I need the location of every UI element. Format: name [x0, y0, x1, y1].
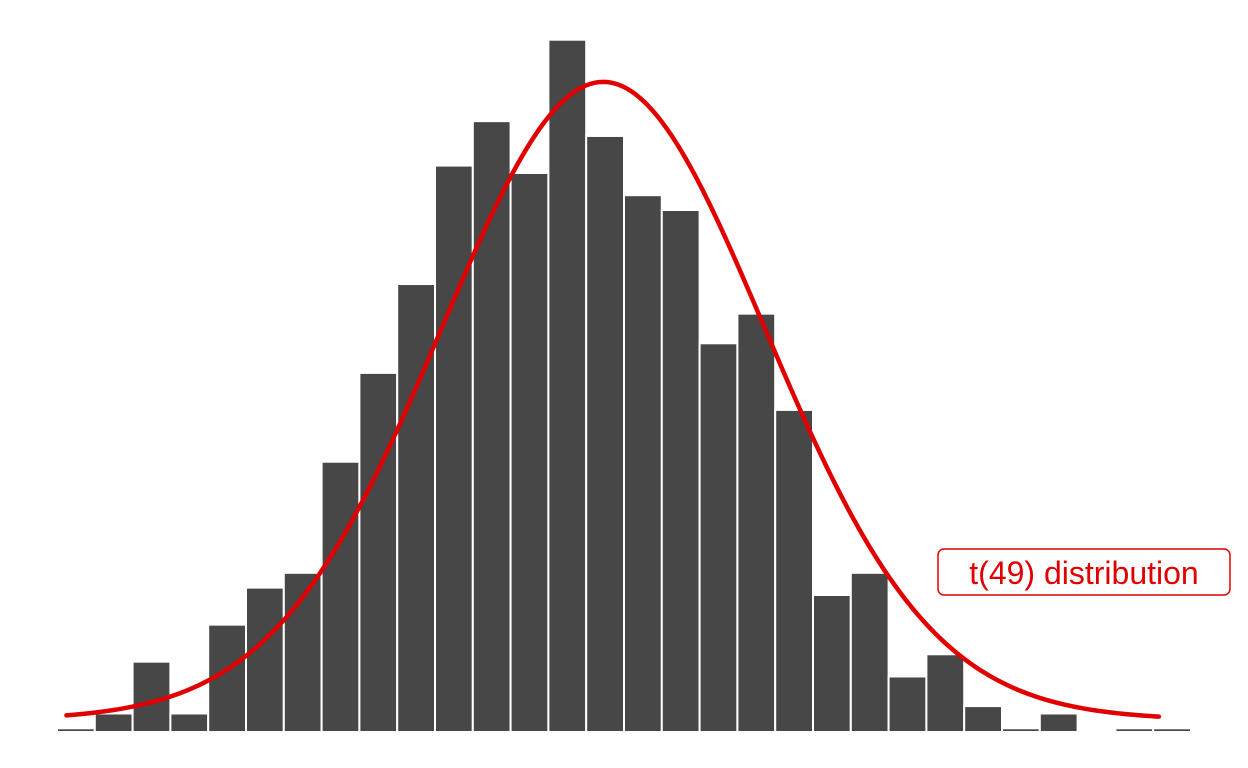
- histogram-bar: [736, 312, 777, 733]
- curve-label-text: t(49) distribution: [969, 555, 1198, 591]
- histogram-bar: [434, 164, 474, 733]
- histogram-bar: [623, 194, 663, 733]
- histogram-bar: [1114, 727, 1155, 733]
- curve-label: t(49) distribution: [937, 548, 1231, 596]
- histogram-bar: [887, 675, 928, 733]
- histogram-bar: [245, 586, 285, 733]
- histogram-bar: [698, 342, 739, 733]
- histogram-bar: [925, 653, 966, 734]
- histogram-bar: [1001, 727, 1041, 733]
- curve-label-box: [937, 548, 1231, 596]
- histogram-bar: [1152, 727, 1192, 733]
- histogram-bar: [358, 371, 399, 733]
- histogram-bar: [547, 38, 588, 733]
- histogram-bar: [660, 209, 701, 733]
- histogram-bar: [963, 705, 1004, 734]
- histogram-bar: [1038, 712, 1079, 733]
- histogram-bar: [774, 408, 815, 733]
- histogram-bar: [812, 594, 852, 734]
- histogram-bar: [585, 134, 626, 733]
- t-distribution-curve: [64, 79, 1162, 719]
- histogram-bar: [509, 171, 550, 734]
- histogram-bar: [93, 712, 134, 733]
- histogram-bar: [396, 283, 437, 733]
- histogram-bar: [169, 712, 210, 733]
- bars-group: [56, 38, 1192, 734]
- histogram-bar: [56, 727, 96, 733]
- histogram-bar: [320, 460, 361, 733]
- histogram-bar: [849, 571, 890, 733]
